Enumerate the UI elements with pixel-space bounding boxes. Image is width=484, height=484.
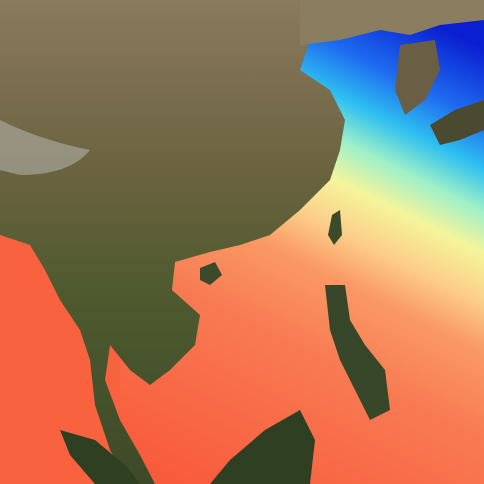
taiwan bbox=[328, 210, 342, 245]
sumatra bbox=[60, 430, 140, 484]
asia-mainland bbox=[0, 0, 345, 484]
hainan bbox=[200, 262, 222, 285]
himalaya-snow bbox=[0, 120, 90, 175]
borneo bbox=[210, 410, 315, 484]
philippines bbox=[325, 285, 390, 420]
northern-land bbox=[0, 0, 484, 45]
korea bbox=[395, 40, 440, 115]
japan bbox=[430, 100, 484, 145]
